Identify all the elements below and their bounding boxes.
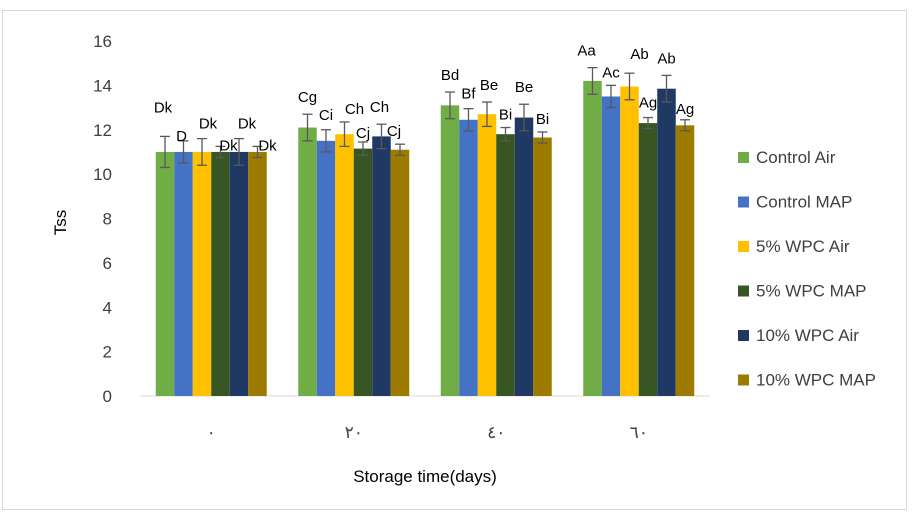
data-label: Ch xyxy=(345,101,364,118)
bar xyxy=(601,96,621,396)
data-label: Bi xyxy=(499,107,512,124)
data-label: Dk xyxy=(219,137,238,154)
y-axis-ticks: 0 2 4 6 8 10 12 14 16 xyxy=(93,32,112,406)
legend-label: Control Air xyxy=(756,148,836,167)
bar xyxy=(192,151,212,396)
legend: Control Air Control MAP 5% WPC Air 5% WPC M… xyxy=(738,148,876,390)
bars xyxy=(155,80,695,396)
data-label: Ci xyxy=(319,107,333,124)
data-label: Ac xyxy=(602,64,620,81)
bar xyxy=(440,105,460,396)
y-tick-label: 6 xyxy=(103,254,112,273)
bar xyxy=(298,127,317,396)
bar xyxy=(155,151,175,396)
legend-swatch xyxy=(738,152,749,163)
bar xyxy=(533,137,552,396)
legend-label: 10% WPC MAP xyxy=(756,371,876,390)
legend-label: 5% WPC Air xyxy=(756,237,850,256)
bar xyxy=(496,134,515,396)
bar xyxy=(583,80,602,396)
bar xyxy=(335,134,354,396)
data-label: Dk xyxy=(258,137,277,154)
legend-swatch xyxy=(738,374,749,386)
y-axis-title: Tss xyxy=(51,210,70,236)
bar xyxy=(657,88,676,396)
data-label: Bd xyxy=(441,67,459,84)
data-label: Aa xyxy=(577,43,596,60)
legend-label: 10% WPC Air xyxy=(756,326,859,345)
data-label: Ag xyxy=(639,95,657,112)
bar xyxy=(316,140,336,396)
data-label: Be xyxy=(515,79,533,96)
bar xyxy=(174,151,193,396)
data-label: Ab xyxy=(630,46,648,63)
legend-swatch xyxy=(738,285,749,297)
data-label: Ag xyxy=(676,101,694,118)
x-tick-label: ٦٠ xyxy=(630,423,648,442)
y-tick-label: 8 xyxy=(103,210,112,229)
bar xyxy=(514,117,534,396)
y-tick-label: 10 xyxy=(93,165,112,184)
legend-label: Control MAP xyxy=(756,193,852,212)
y-tick-label: 14 xyxy=(93,76,112,95)
bar xyxy=(459,119,478,396)
legend-swatch xyxy=(738,330,749,341)
data-label: Be xyxy=(480,77,498,94)
bar xyxy=(675,125,695,396)
data-label: Bi xyxy=(536,111,549,128)
data-label: Dk xyxy=(154,99,173,116)
data-label: Bf xyxy=(461,86,476,103)
bar xyxy=(477,114,497,396)
x-axis-title: Storage time(days) xyxy=(353,467,497,486)
data-label: Cg xyxy=(298,89,317,106)
y-tick-label: 12 xyxy=(93,121,112,140)
bar xyxy=(372,136,391,396)
bar xyxy=(638,123,658,396)
data-label: Dk xyxy=(238,116,257,133)
bar xyxy=(620,86,639,396)
bar xyxy=(211,151,230,396)
bar xyxy=(248,151,267,396)
x-axis-ticks: ٠ ٢٠ ٤٠ ٦٠ xyxy=(207,423,648,442)
data-label: Dk xyxy=(199,116,218,133)
data-label: Ab xyxy=(657,50,675,67)
data-label: Cj xyxy=(387,123,401,140)
bar xyxy=(390,149,410,396)
legend-swatch xyxy=(738,196,749,208)
y-tick-label: 0 xyxy=(103,387,112,406)
data-label: D xyxy=(176,128,187,145)
y-tick-label: 2 xyxy=(103,343,112,362)
x-tick-label: ٢٠ xyxy=(345,423,363,442)
error-bars xyxy=(160,66,690,169)
data-label: Ch xyxy=(370,99,389,116)
x-tick-label: ٤٠ xyxy=(487,423,505,442)
bar xyxy=(353,148,373,396)
bar xyxy=(229,151,249,396)
x-tick-label: ٠ xyxy=(207,423,216,442)
legend-label: 5% WPC MAP xyxy=(756,282,867,301)
data-label: Cj xyxy=(356,125,370,142)
y-tick-label: 16 xyxy=(93,32,112,51)
legend-swatch xyxy=(738,241,749,252)
y-tick-label: 4 xyxy=(103,298,112,317)
